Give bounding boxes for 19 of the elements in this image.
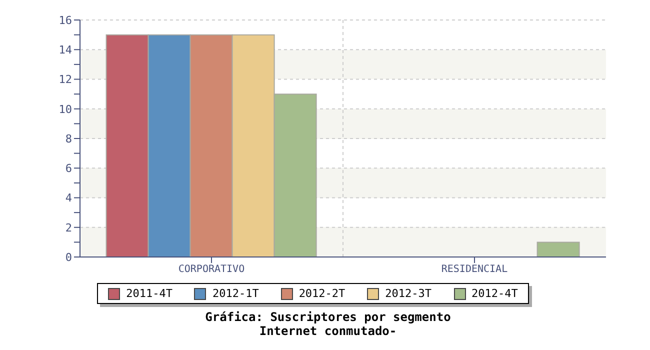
y-tick-label: 14 [58, 44, 72, 57]
x-tick-label: CORPORATIVO [178, 264, 245, 276]
legend-label: 2012-3T [384, 287, 432, 300]
legend-label: 2012-2T [298, 287, 346, 300]
y-tick-label: 4 [65, 192, 72, 205]
legend-label: 2012-1T [211, 287, 259, 300]
y-tick-label: 8 [65, 132, 72, 146]
x-tick-label: RESIDENCIAL [441, 264, 508, 276]
legend-label: 2012-4T [470, 287, 518, 300]
y-tick-label: 10 [58, 102, 72, 116]
y-tick-label: 2 [65, 221, 72, 234]
y-tick-label: 0 [65, 250, 72, 264]
y-tick-label: 6 [65, 162, 72, 176]
y-tick-label: 12 [58, 73, 72, 86]
bar [536, 242, 580, 257]
legend-label: 2011-4T [125, 287, 172, 300]
text: Internet conmutado- [258, 324, 398, 338]
y-tick-label: 16 [58, 14, 72, 27]
text: Gráfica: Suscriptores por segmento [204, 310, 452, 324]
